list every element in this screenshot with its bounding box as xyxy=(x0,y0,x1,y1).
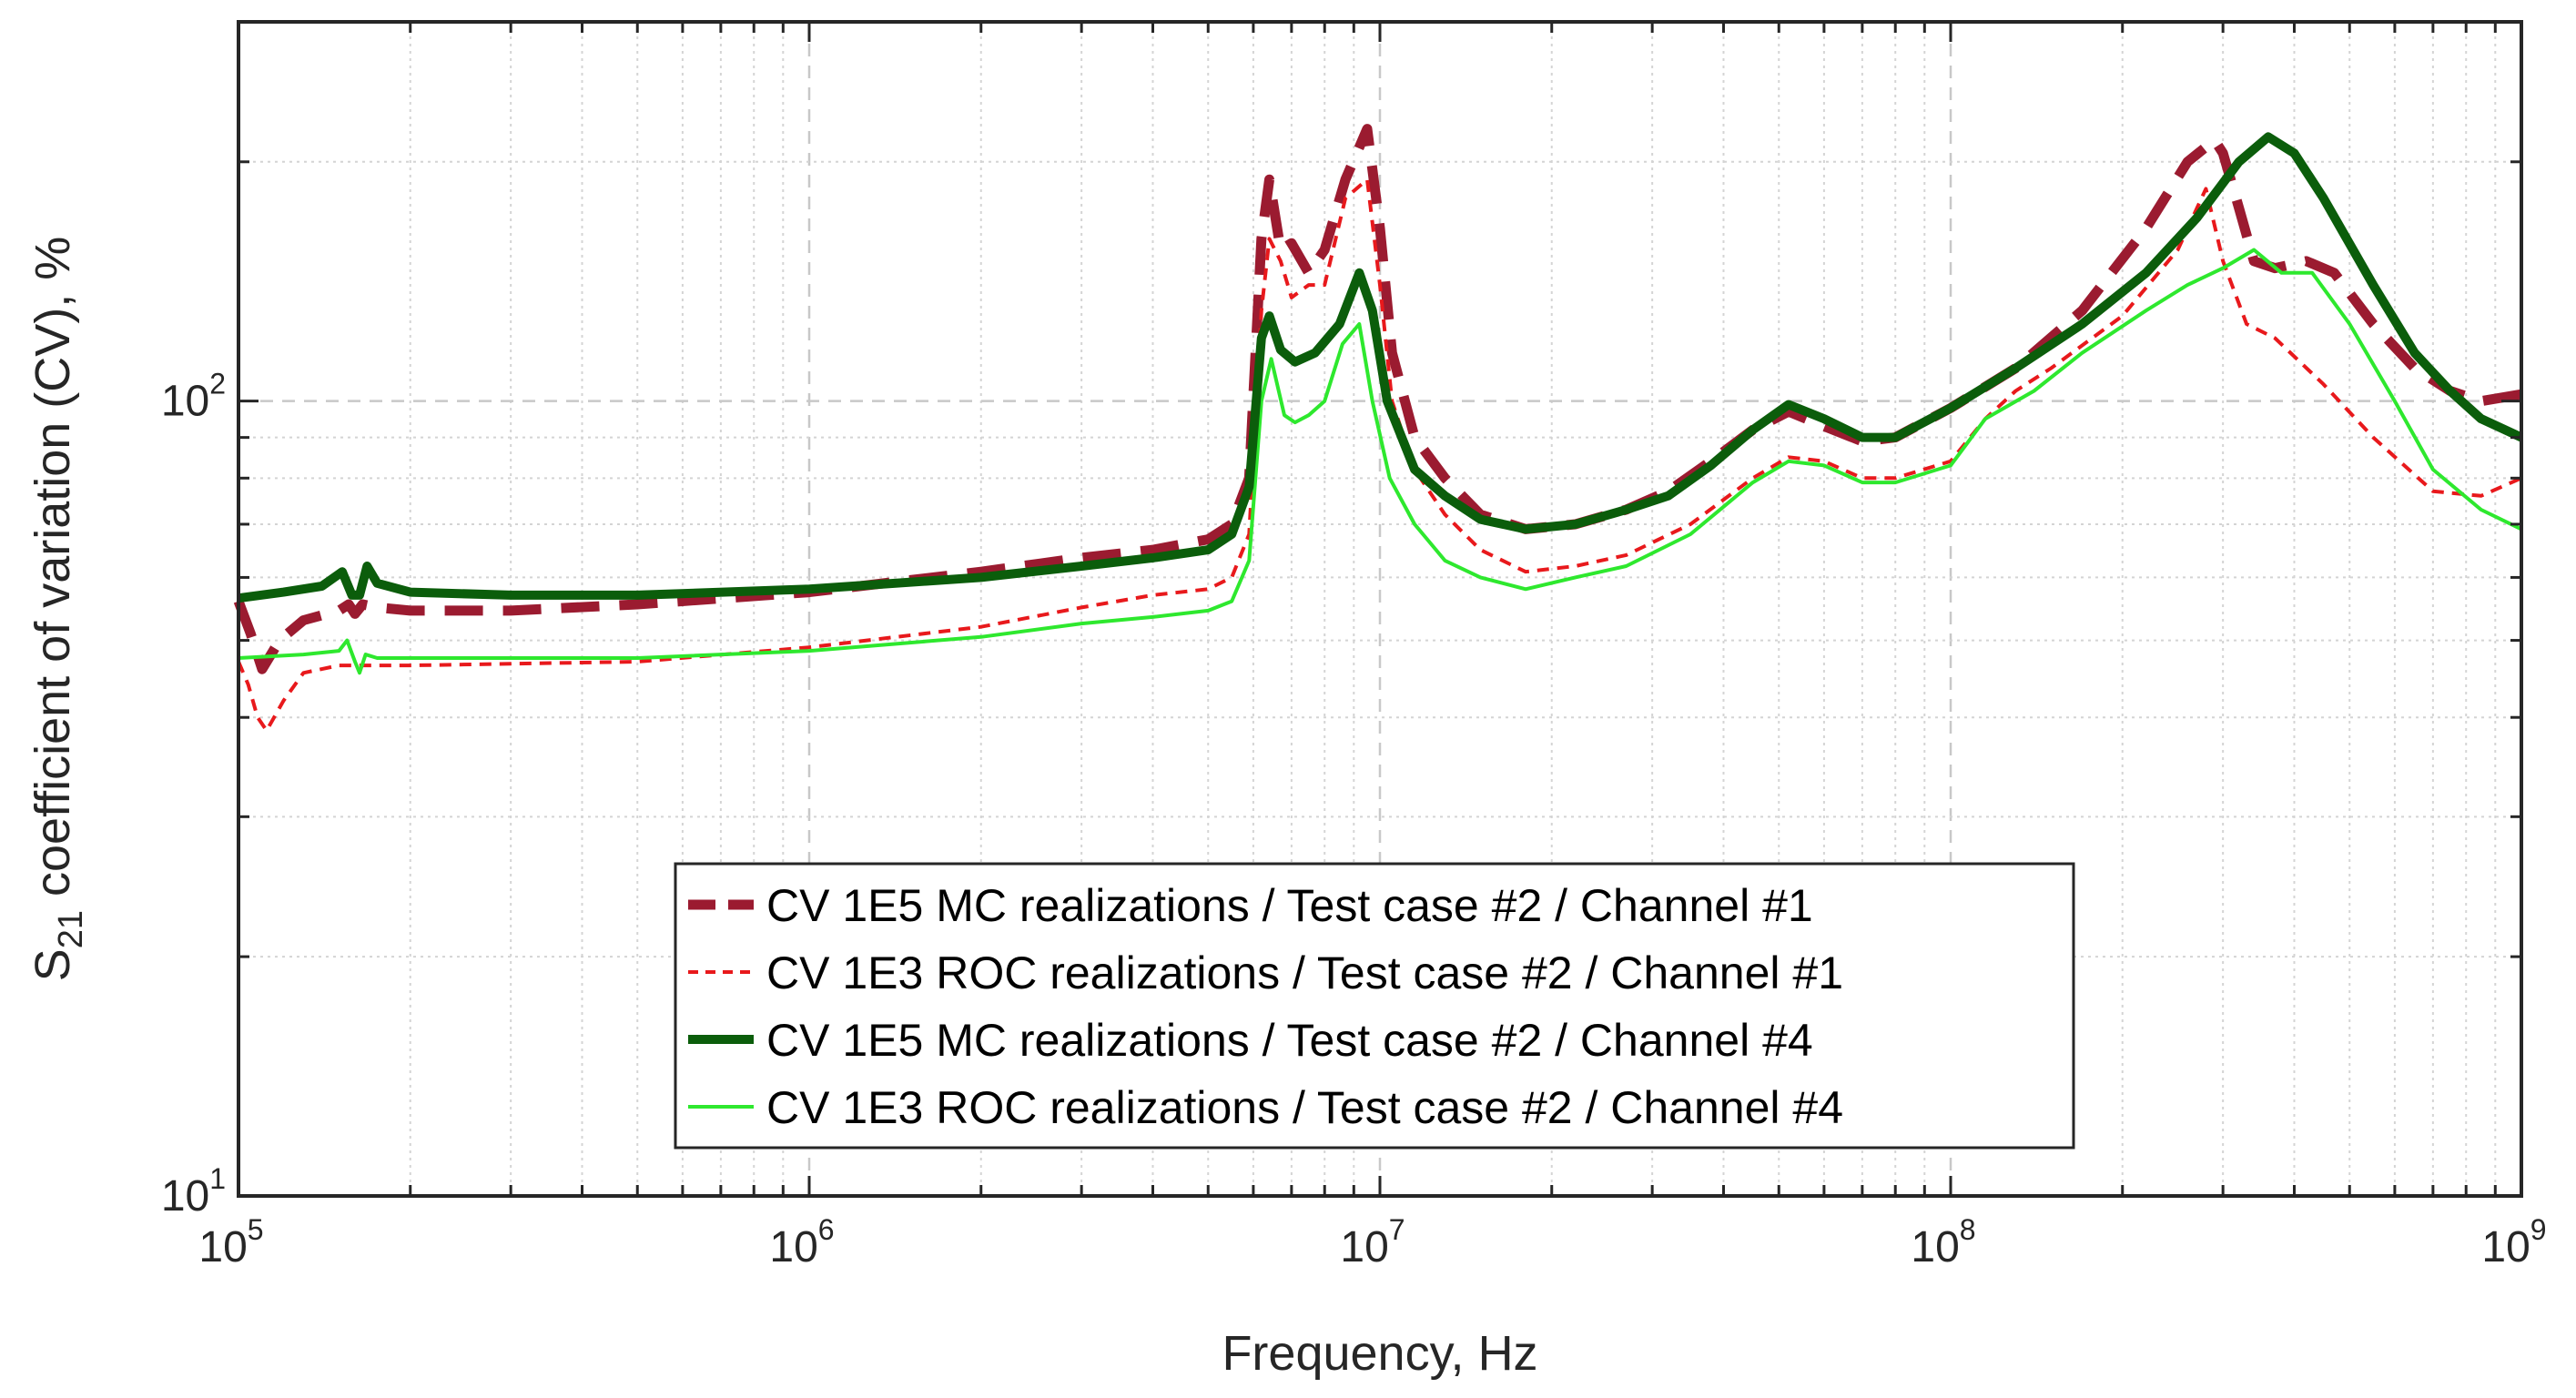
series-line-3 xyxy=(238,132,2524,603)
y-axis-title-sub: 21 xyxy=(52,910,90,948)
x-tick-label: 109 xyxy=(2481,1213,2546,1271)
legend-box xyxy=(674,862,2075,1150)
y-axis-title-main: S xyxy=(25,948,80,981)
x-tick-label: 108 xyxy=(1911,1213,1975,1271)
y-axis-title: S21 coefficient of variation (CV), % xyxy=(25,237,90,982)
legend-label: CV 1E5 MC realizations / Test case #2 / … xyxy=(766,1015,1813,1066)
x-axis-title: Frequency, Hz xyxy=(1222,1326,1537,1381)
legend-label: CV 1E3 ROC realizations / Test case #2 /… xyxy=(766,1082,1843,1133)
legend-label: CV 1E3 ROC realizations / Test case #2 /… xyxy=(766,947,1843,998)
series-line-1 xyxy=(233,124,2522,674)
y-axis-title-rest: coefficient of variation (CV), % xyxy=(25,237,80,910)
x-tick-label: 107 xyxy=(1340,1213,1405,1271)
series-layer xyxy=(233,124,2524,733)
series-line-4 xyxy=(238,248,2522,675)
x-tick-label: 105 xyxy=(198,1213,263,1271)
legend: CV 1E5 MC realizations / Test case #2 / … xyxy=(674,862,2075,1150)
y-tick-label: 101 xyxy=(161,1162,226,1221)
ticks: 105 106 107 108 109 101 102 xyxy=(161,20,2547,1271)
legend-label: CV 1E5 MC realizations / Test case #2 / … xyxy=(766,880,1813,931)
x-tick-label: 106 xyxy=(769,1213,834,1271)
y-tick-label: 102 xyxy=(161,368,226,426)
